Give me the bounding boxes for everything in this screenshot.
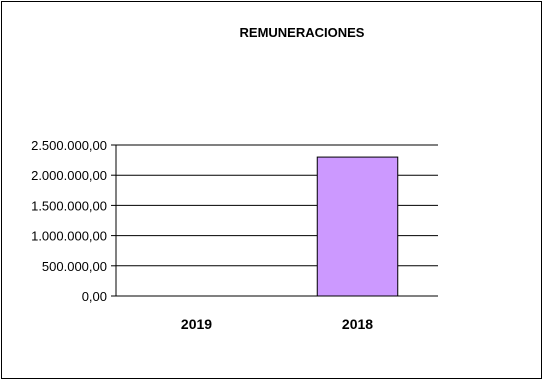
y-axis: 0,00 500.000,00 1.000.000,00 1.500.000,00 2.… bbox=[31, 138, 117, 304]
y-tick-label: 500.000,00 bbox=[42, 259, 107, 274]
y-tick-label: 0,00 bbox=[82, 289, 107, 304]
y-tick-label: 2.500.000,00 bbox=[31, 138, 107, 153]
x-tick-label: 2019 bbox=[181, 316, 212, 332]
y-tick-label: 2.000.000,00 bbox=[31, 168, 107, 183]
x-axis: 2019 2018 bbox=[116, 295, 438, 332]
bar-2018 bbox=[316, 156, 399, 297]
x-tick-label: 2018 bbox=[342, 316, 373, 332]
y-tick-label: 1.000.000,00 bbox=[31, 229, 107, 244]
y-tick-label: 1.500.000,00 bbox=[31, 198, 107, 213]
bars bbox=[316, 156, 399, 297]
chart-title: REMUNERACIONES bbox=[240, 25, 365, 40]
